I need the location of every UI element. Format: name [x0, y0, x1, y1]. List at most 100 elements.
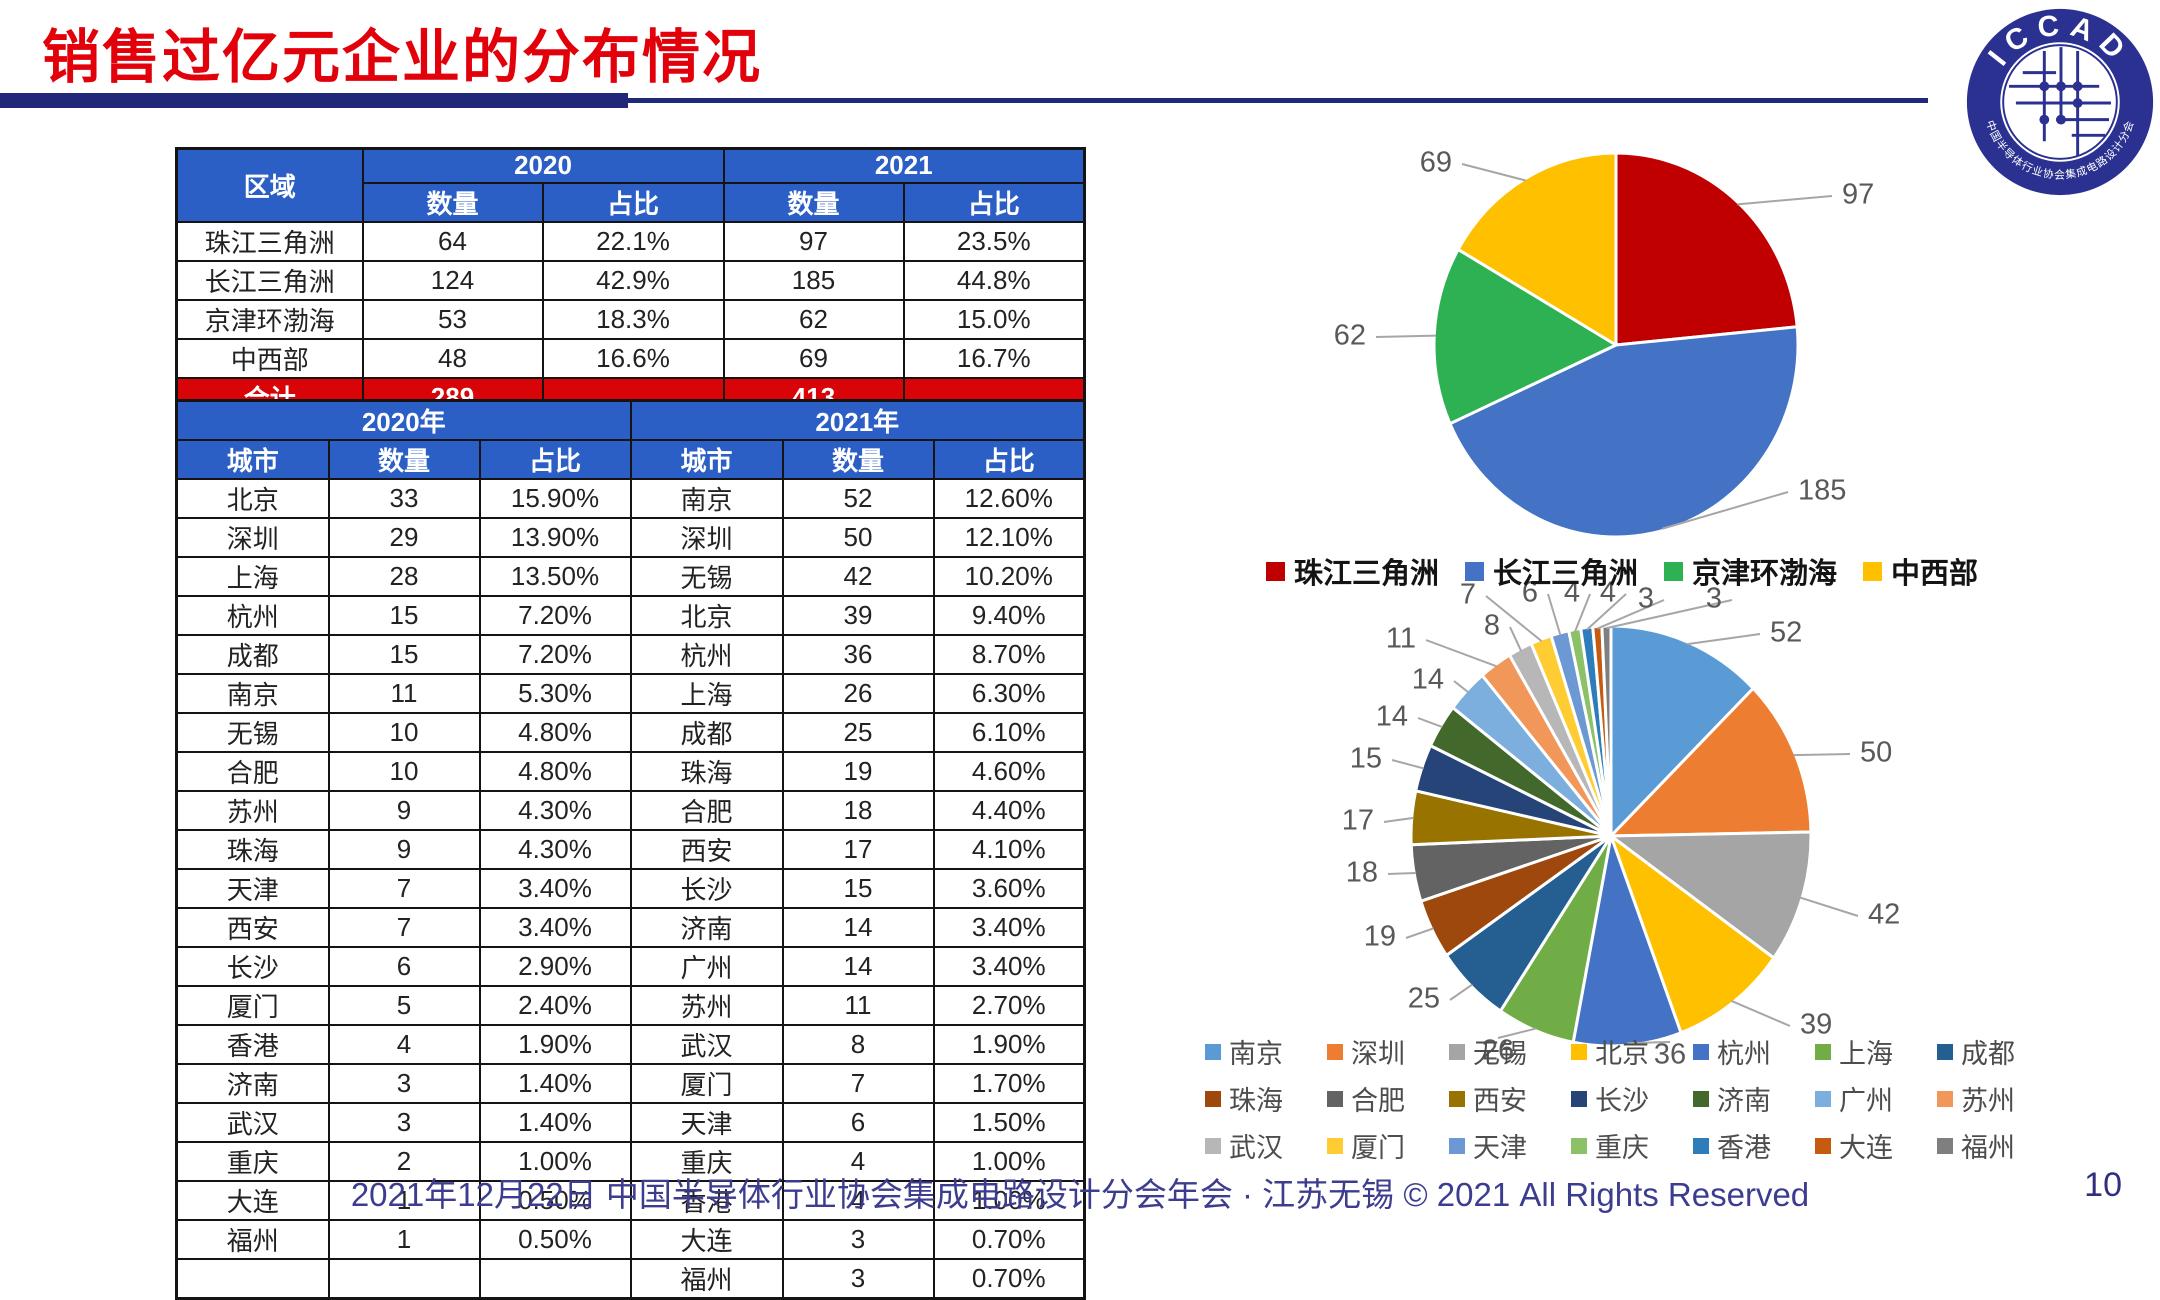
table-cell: 52: [781, 478, 935, 519]
pie-slice: [1614, 151, 1799, 347]
legend-label: 济南: [1717, 1086, 1771, 1116]
table-row: 南京 11 5.30% 上海 26 6.30%: [175, 673, 1086, 714]
table-cell: 15: [327, 595, 481, 636]
table-row: 大连 1 0.50% 香港 4 1.00%: [175, 1180, 1086, 1221]
label-leader-line: [1799, 896, 1859, 917]
table-cell: 22.1%: [541, 220, 725, 262]
legend-swatch-icon: [1205, 1090, 1221, 1107]
legend-label: 长沙: [1595, 1086, 1649, 1116]
legend-label: 京津环渤海: [1692, 558, 1838, 590]
legend-swatch-icon: [1571, 1043, 1587, 1060]
table-cell: 12.60%: [932, 478, 1086, 519]
table-cell: 2.40%: [478, 985, 632, 1026]
pie-data-label: 25: [1408, 983, 1440, 1015]
legend-swatch-icon: [1571, 1137, 1587, 1154]
table-cell: 17: [781, 829, 935, 870]
legend-item: 珠江三角洲: [1266, 550, 1439, 592]
pie-data-label: 185: [1798, 475, 1846, 507]
legend-swatch-icon: [1693, 1137, 1709, 1154]
table-cell: 18: [781, 790, 935, 831]
pie-data-label: 50: [1860, 737, 1892, 769]
legend-item: 中西部: [1863, 550, 1978, 592]
table-cell: 上海: [175, 556, 330, 597]
table-row: 深圳 29 13.90% 深圳 50 12.10%: [175, 517, 1086, 558]
pie-slice: [1456, 151, 1618, 347]
pie-data-label: 52: [1770, 617, 1802, 649]
table-cell: 3: [781, 1219, 935, 1260]
pie-slice: [1480, 653, 1613, 838]
label-leader-line: [1731, 1000, 1791, 1027]
label-leader-line: [1793, 753, 1851, 757]
table-cell: 3: [327, 1063, 481, 1104]
table-cell: 珠海: [175, 829, 330, 870]
table-cell: 杭州: [175, 595, 330, 636]
table-cell: 1.40%: [478, 1063, 632, 1104]
table-cell: 2: [327, 1141, 481, 1182]
table-cell: 1.90%: [932, 1024, 1086, 1065]
legend-swatch-icon: [1693, 1043, 1709, 1060]
legend-label: 上海: [1839, 1039, 1893, 1069]
table-cell: 南京: [629, 478, 784, 519]
table-cell: 4.10%: [932, 829, 1086, 870]
legend-swatch-icon: [1449, 1090, 1465, 1107]
legend-item: 大连: [1815, 1126, 1937, 1165]
table-cell: 济南: [175, 1063, 330, 1104]
col-share: 占比: [541, 181, 725, 223]
legend-item: 上海: [1815, 1032, 1937, 1071]
table-cell: 1.90%: [478, 1024, 632, 1065]
pie-data-label: 42: [1868, 899, 1900, 931]
legend-swatch-icon: [1205, 1137, 1221, 1154]
table-row: 天津 7 3.40% 长沙 15 3.60%: [175, 868, 1086, 909]
table-row: 中西部 48 16.6% 69 16.7%: [175, 337, 1086, 379]
table-cell: 4.30%: [478, 829, 632, 870]
table-cell: [327, 1258, 481, 1300]
legend-label: 武汉: [1229, 1133, 1283, 1163]
legend-item: 武汉: [1205, 1126, 1327, 1165]
table-row: 北京 33 15.90% 南京 52 12.60%: [175, 478, 1086, 519]
legend-item: 合肥: [1327, 1079, 1449, 1118]
table-cell: 3.40%: [932, 946, 1086, 987]
pie-data-label: 62: [1334, 320, 1366, 352]
table-cell: 7.20%: [478, 595, 632, 636]
table-cell: 42.9%: [541, 259, 725, 301]
table-cell: 杭州: [629, 634, 784, 675]
legend-swatch-icon: [1815, 1137, 1831, 1154]
table-cell: 北京: [629, 595, 784, 636]
label-leader-line: [1606, 599, 1733, 630]
title-divider-thin: [628, 98, 1928, 103]
table-cell: 53: [361, 298, 544, 340]
legend-item: 厦门: [1327, 1126, 1449, 1165]
legend-label: 成都: [1961, 1039, 2015, 1069]
pie-data-label: 8: [1484, 610, 1500, 642]
legend-item: 天津: [1449, 1126, 1571, 1165]
table-cell: 48: [361, 337, 544, 379]
table-cell: 4.40%: [932, 790, 1086, 831]
table-cell: 1.40%: [478, 1102, 632, 1143]
legend-swatch-icon: [1937, 1137, 1953, 1154]
pie-data-label: 17: [1342, 805, 1374, 837]
table-cell: 3.40%: [932, 907, 1086, 948]
label-leader-line: [1449, 983, 1473, 1001]
table-cell: 97: [722, 220, 905, 262]
legend-label: 香港: [1717, 1133, 1771, 1163]
table-cell: 南京: [175, 673, 330, 714]
table-cell: 中西部: [175, 337, 364, 379]
table-cell: 深圳: [175, 517, 330, 558]
table-cell: 成都: [175, 634, 330, 675]
table-row: 上海 28 13.50% 无锡 42 10.20%: [175, 556, 1086, 597]
table-cell: 69: [722, 337, 905, 379]
table-cell: 5.30%: [478, 673, 632, 714]
city-table-year-2021: 2021年: [629, 399, 1086, 441]
legend-item: 无锡: [1449, 1032, 1571, 1071]
table-row: 福州 1 0.50% 大连 3 0.70%: [175, 1219, 1086, 1260]
table-cell: 长江三角洲: [175, 259, 364, 301]
pie-data-label: 15: [1350, 743, 1382, 775]
table-cell: 6.10%: [932, 712, 1086, 753]
table-cell: 3: [781, 1258, 935, 1300]
table-cell: 无锡: [175, 712, 330, 753]
legend-label: 福州: [1961, 1133, 2015, 1163]
page-title: 销售过亿元企业的分布情况: [42, 25, 763, 90]
table-cell: 厦门: [629, 1063, 784, 1104]
table-row: 武汉 3 1.40% 天津 6 1.50%: [175, 1102, 1086, 1143]
table-cell: 12.10%: [932, 517, 1086, 558]
